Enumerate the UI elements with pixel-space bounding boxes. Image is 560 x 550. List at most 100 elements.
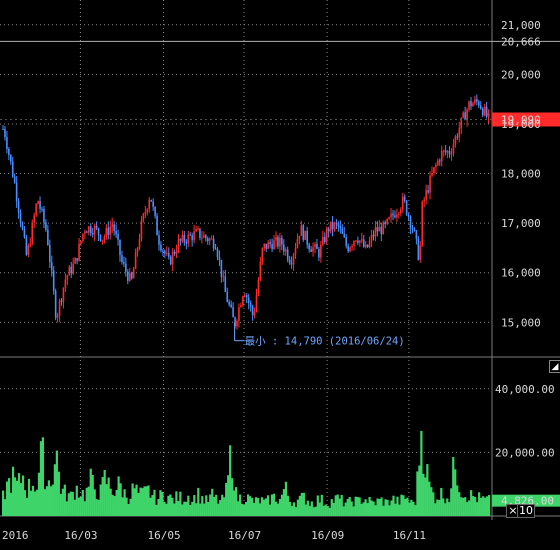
candle-body [238, 307, 240, 321]
volume-bar [179, 491, 182, 516]
volume-bar [213, 496, 216, 516]
candle-body [415, 230, 418, 239]
candle-body [45, 222, 47, 230]
volume-bar [15, 480, 19, 516]
candle-body [267, 242, 269, 249]
volume-bar [328, 507, 331, 516]
price-tick-label: 16,000 [501, 267, 541, 280]
volume-bar [199, 503, 202, 516]
candle-body [76, 258, 78, 261]
candle-body [320, 244, 322, 258]
volume-bar [416, 471, 419, 516]
price-tick-label: 21,000 [501, 19, 541, 32]
candle-body [15, 182, 18, 202]
volume-bar [294, 507, 297, 516]
pane-arrow-button[interactable]: ◢ [549, 360, 560, 373]
volume-bar [418, 465, 421, 516]
candle-body [327, 228, 330, 232]
volume-bar [450, 488, 453, 516]
volume-bar [378, 499, 381, 516]
candle-body [218, 257, 221, 260]
volume-bar [438, 500, 441, 516]
candle-body [49, 244, 51, 263]
candle-body [361, 239, 363, 241]
candle-body [390, 213, 392, 218]
volume-bar [488, 495, 491, 516]
candle-body [23, 229, 26, 238]
candle-body [113, 224, 115, 231]
candle-body [417, 238, 420, 260]
volume-bars: 4,826.00 [2, 430, 560, 516]
candle-body [370, 234, 373, 242]
volume-bar [33, 491, 37, 516]
candle-body [109, 226, 112, 235]
candle-body [353, 241, 355, 246]
candle-body [60, 300, 63, 302]
candle-body [193, 231, 195, 241]
volume-bar [484, 497, 487, 516]
volume-bar [165, 503, 168, 516]
volume-bar [254, 497, 258, 516]
candle-body [103, 236, 106, 240]
volume-bar [466, 502, 469, 516]
volume-bar [39, 441, 43, 516]
volume-bar [9, 492, 13, 516]
candle-body [220, 259, 223, 277]
volume-bar [245, 501, 248, 516]
candle-body [54, 290, 57, 318]
candle-body [281, 237, 283, 245]
candle-body [187, 234, 190, 244]
candle-body [171, 251, 174, 265]
candle-body [388, 217, 390, 219]
volume-bar [35, 489, 39, 516]
candle-body [21, 223, 24, 230]
volume-bar [456, 485, 459, 516]
volume-bar [53, 464, 56, 516]
candle-body [474, 99, 476, 104]
zoom-level[interactable]: 10 [517, 504, 535, 518]
volume-bar [11, 466, 15, 516]
volume-bar [284, 481, 288, 516]
volume-bar [426, 464, 429, 516]
candle-body [74, 258, 76, 264]
candle-body [359, 240, 361, 243]
candle-body [407, 214, 410, 217]
volume-grid [0, 388, 492, 453]
candle-body [222, 276, 225, 278]
volume-bar [340, 494, 343, 516]
volume-bar [352, 506, 355, 516]
volume-bar [258, 503, 262, 516]
volume-bar [290, 505, 294, 516]
candle-body [437, 160, 439, 165]
candle-body [125, 263, 127, 272]
candle-body [468, 101, 470, 110]
volume-bar [221, 494, 224, 516]
candle-body [269, 242, 271, 245]
volume-bar [175, 491, 178, 516]
candle-body [89, 226, 92, 234]
volume-bar [278, 498, 282, 516]
volume-bar [239, 494, 242, 516]
volume-bar [13, 477, 17, 516]
volume-bar [85, 487, 88, 516]
volume-bar [145, 486, 148, 516]
candle-body [47, 229, 49, 245]
volume-bar [336, 494, 339, 516]
candle-body [318, 249, 320, 258]
volume-bar [231, 478, 234, 516]
candle-body [419, 245, 422, 260]
volume-bar [185, 501, 188, 516]
candle-body [464, 112, 466, 121]
close-button[interactable]: × [506, 504, 520, 518]
volume-bar [394, 503, 397, 516]
candle-body [339, 226, 342, 229]
candle-body [306, 230, 308, 245]
candle-body [37, 201, 39, 204]
candle-body [292, 254, 295, 265]
candle-body [485, 106, 488, 117]
candle-body [41, 208, 43, 210]
volume-bar [474, 496, 477, 516]
volume-bar [400, 494, 403, 516]
candle-body [173, 251, 176, 254]
volume-bar [99, 484, 102, 516]
